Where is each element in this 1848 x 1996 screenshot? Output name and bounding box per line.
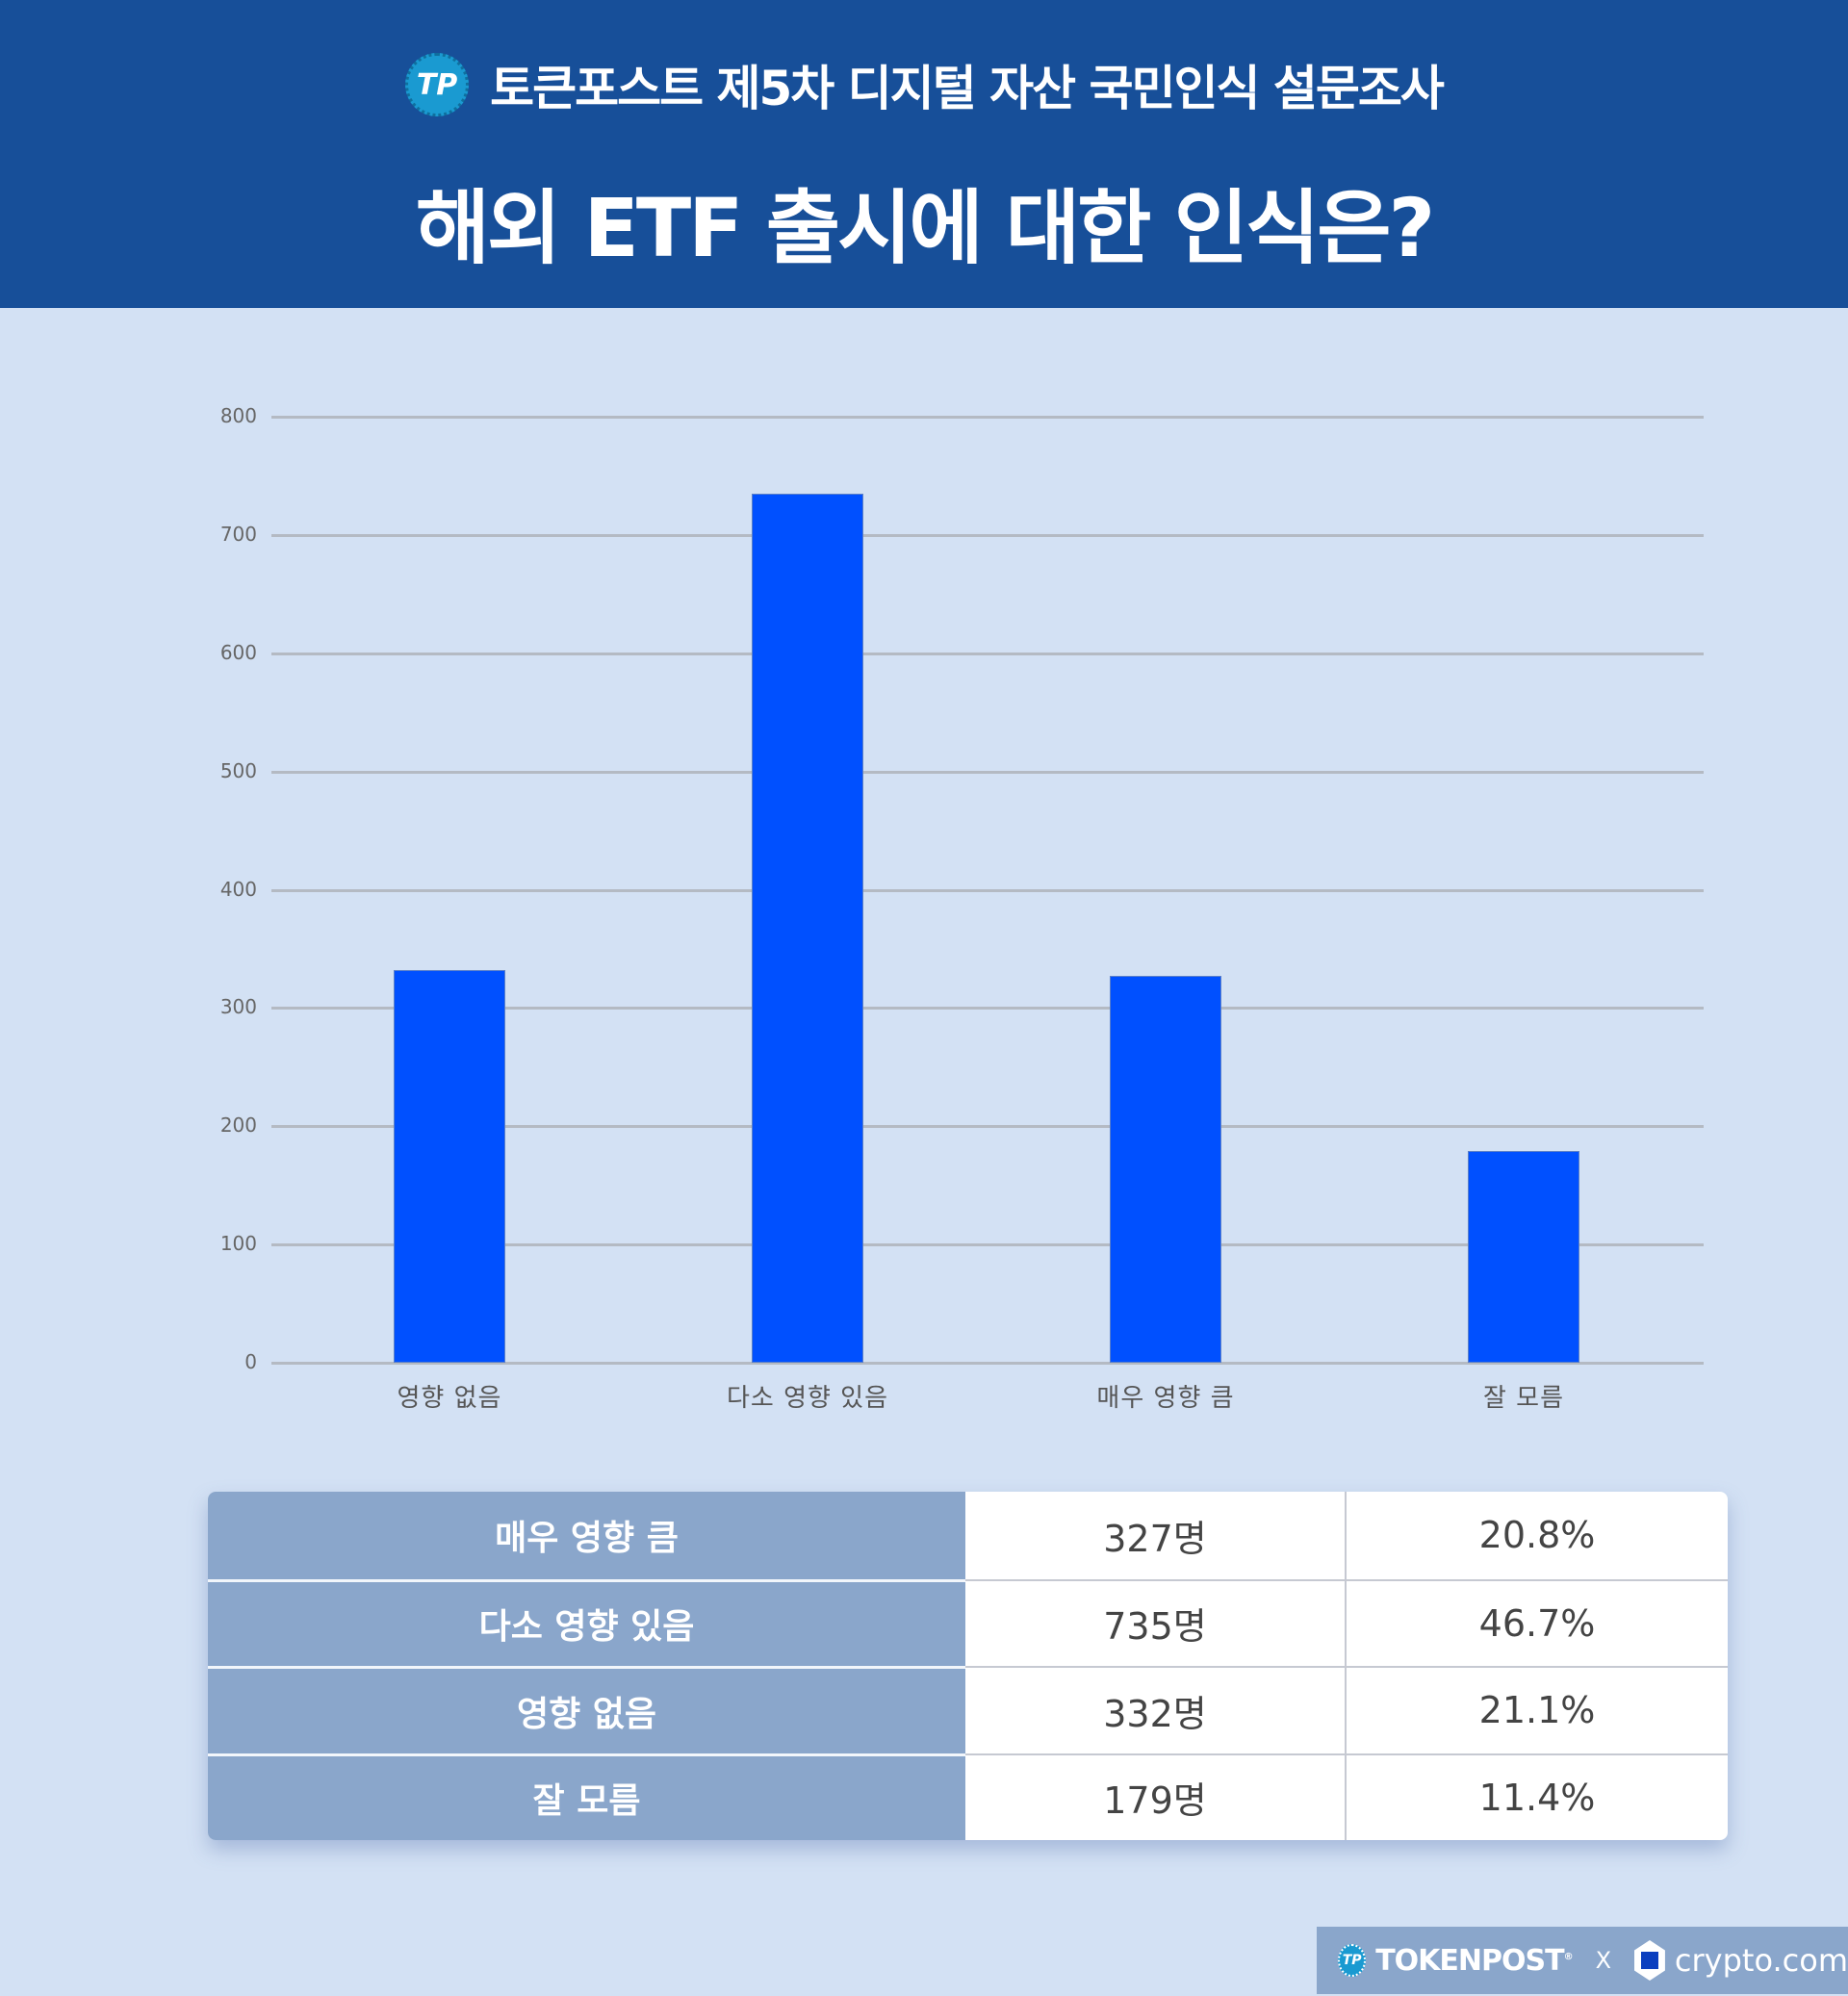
percent-cell: 21.1%: [1347, 1666, 1728, 1753]
row-label: 다소 영향 있음: [208, 1578, 965, 1666]
crypto-com-logo-icon: [1634, 1940, 1665, 1981]
y-axis-tick-label: 400: [219, 877, 257, 901]
gridline: [271, 533, 1704, 537]
gridline: [271, 652, 1704, 655]
tokenpost-logo-icon: TP: [405, 53, 470, 116]
count-cell: 332명: [965, 1666, 1347, 1753]
count-cell: 179명: [965, 1753, 1347, 1840]
tokenpost-brand: TOKENPOST®: [1375, 1943, 1573, 1978]
table-row: 영향 없음 332명 21.1%: [208, 1666, 1728, 1753]
table-row: 매우 영향 큼 327명 20.8%: [208, 1492, 1728, 1579]
brand-separator: X: [1595, 1947, 1612, 1974]
y-axis-tick-label: 200: [219, 1113, 257, 1138]
y-axis-tick-label: 300: [219, 995, 257, 1019]
survey-subtitle: TP 토큰포스트 제5차 디지털 자산 국민인식 설문조사: [0, 50, 1848, 119]
percent-cell: 11.4%: [1347, 1753, 1728, 1841]
x-axis-category-label: 다소 영향 있음: [726, 1384, 889, 1413]
table-row: 잘 모름 179명 11.4%: [208, 1753, 1728, 1841]
y-axis-tick-label: 100: [219, 1232, 257, 1256]
bar-chart: 0 100 200 300 400 500 600 700 800 영향 없음 다소 영향 있음 매우…: [219, 404, 1704, 1413]
page-title: 해외 ETF 출시에 대한 인식은?: [415, 181, 1436, 275]
gridline: [271, 1007, 1704, 1011]
tokenpost-logo-icon: TP: [1338, 1944, 1367, 1977]
bar: [1468, 1151, 1579, 1363]
count-cell: 327명: [965, 1492, 1347, 1579]
bar: [1110, 976, 1221, 1363]
gridline: [271, 416, 1704, 419]
row-label: 영향 없음: [208, 1666, 965, 1753]
row-label: 매우 영향 큼: [208, 1492, 965, 1579]
gridline: [271, 888, 1704, 892]
y-axis-tick-label: 500: [219, 758, 257, 782]
subtitle-text: 토큰포스트 제5차 디지털 자산 국민인식 설문조사: [490, 61, 1445, 116]
y-axis-tick-label: 700: [219, 522, 257, 546]
bar: [752, 493, 863, 1363]
x-axis-category-label: 매우 영향 큼: [1096, 1384, 1235, 1413]
percent-cell: 20.8%: [1478, 1514, 1596, 1557]
gridline: [271, 770, 1704, 774]
row-label: 잘 모름: [208, 1753, 965, 1840]
gridline: [271, 1125, 1704, 1129]
y-axis-tick-label: 0: [244, 1350, 257, 1373]
bar: [394, 970, 505, 1363]
header-banner: TP 토큰포스트 제5차 디지털 자산 국민인식 설문조사 해외 ETF 출시에…: [0, 0, 1848, 308]
gridline: [271, 1243, 1704, 1247]
y-axis-tick-label: 600: [219, 640, 257, 664]
count-cell: 735명: [965, 1578, 1347, 1666]
results-table: 매우 영향 큼 327명 20.8% 다소 영향 있음 735명 46.7% 영향 없음 33…: [208, 1492, 1728, 1840]
table-row: 다소 영향 있음 735명 46.7%: [208, 1578, 1728, 1667]
y-axis-tick-label: 800: [219, 404, 257, 427]
footer-brands: TP TOKENPOST® X crypto.com: [1317, 1927, 1848, 1994]
gridline: [271, 1362, 1704, 1365]
percent-cell: 46.7%: [1347, 1578, 1728, 1667]
x-axis-category-label: 잘 모름: [1482, 1384, 1565, 1413]
x-axis-category-label: 영향 없음: [397, 1384, 502, 1413]
crypto-com-brand: crypto.com: [1674, 1942, 1848, 1979]
